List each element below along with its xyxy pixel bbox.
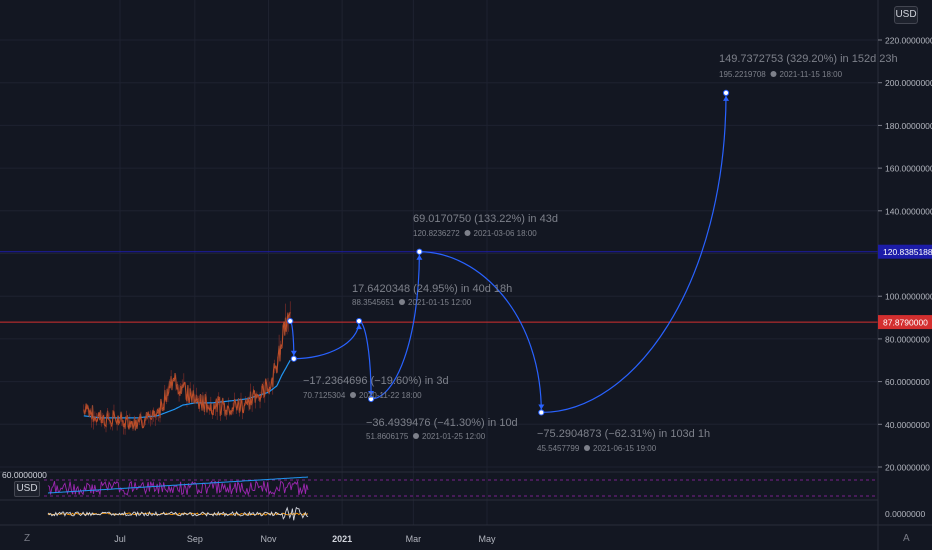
annotation-price: 88.3545651 <box>352 298 395 307</box>
annotation-time: 2020-11-22 18:00 <box>359 391 422 400</box>
indicator-currency-label: USD <box>14 481 40 497</box>
projection-point <box>538 409 545 416</box>
annotation-change: 149.7372753 (329.20%) in 152d 23h <box>719 53 898 65</box>
projection-arrow <box>416 254 423 260</box>
annotation-time: 2021-01-25 12:00 <box>422 432 486 441</box>
indicator-zero-label: 0.0000000 <box>885 509 925 519</box>
annotation-time: 2021-03-06 18:00 <box>474 229 538 238</box>
rsi-line <box>47 480 309 497</box>
clock-icon <box>350 392 356 398</box>
clock-icon <box>399 299 405 305</box>
time-grid <box>119 0 488 525</box>
annotation-change: 69.0170750 (133.22%) in 43d <box>413 213 558 225</box>
auto-scale-toggle[interactable]: A <box>903 533 910 544</box>
projection-arrow <box>368 390 375 396</box>
price-tick-label: 200.0000000 <box>885 78 932 88</box>
price-tick-label: 100.0000000 <box>885 292 932 302</box>
projection-arrow <box>356 324 363 330</box>
price-levels <box>0 251 878 323</box>
time-tick-label: 2021 <box>332 534 352 544</box>
annotation-change: 17.6420348 (24.95%) in 40d 18h <box>352 283 512 295</box>
annotation-time: 2021-01-15 12:00 <box>408 298 472 307</box>
price-tag-label: 87.8790000 <box>883 318 928 328</box>
projection-curve <box>289 92 727 414</box>
price-series <box>83 301 291 435</box>
projection-point <box>290 355 297 362</box>
annotation-change: −75.2904873 (−62.31%) in 103d 1h <box>537 428 710 440</box>
time-tick-label: Sep <box>187 534 203 544</box>
annotation-price: 120.8236272 <box>413 229 460 238</box>
projection-point <box>355 317 363 325</box>
price-tag <box>878 244 932 259</box>
currency-button[interactable]: USD <box>894 6 918 24</box>
annotation-price: 70.7125304 <box>303 391 346 400</box>
projection-point <box>368 395 375 403</box>
price-tick-label: 160.0000000 <box>885 164 932 174</box>
annotation-time: 2021-11-15 18:00 <box>780 70 843 79</box>
time-tick-label: May <box>478 534 496 544</box>
annotation-price: 45.5457799 <box>537 444 580 453</box>
indicator-scale-label: 60.0000000 <box>2 470 47 480</box>
projection-point <box>416 248 423 255</box>
clock-icon <box>770 71 777 77</box>
clock-icon <box>464 230 471 236</box>
time-tick-label: Mar <box>406 534 422 544</box>
price-tick-label: 20.0000000 <box>885 463 930 473</box>
rsi-ma-line <box>47 476 309 494</box>
zoom-toggle[interactable]: Z <box>24 533 31 544</box>
projection-arrow <box>290 350 297 356</box>
price-tick-label: 80.0000000 <box>885 334 930 344</box>
projection-arrow <box>538 404 545 410</box>
price-tick-label: 140.0000000 <box>885 206 932 216</box>
annotation-change: −17.2364696 (−19.60%) in 3d <box>303 375 449 387</box>
macd-line <box>47 506 309 521</box>
price-tag <box>878 315 932 330</box>
projection-point <box>287 317 294 325</box>
indicator-panes: 60.0000000 0.0000000 <box>0 470 932 526</box>
projection-arrow <box>723 95 730 101</box>
moving-average-line <box>83 359 291 419</box>
price-grid <box>0 39 878 468</box>
time-tick-label: Jul <box>114 534 126 544</box>
price-axis[interactable]: 220.0000000 200.0000000 180.0000000 160.000… <box>877 0 932 550</box>
price-tag-label: 120.8385188 <box>883 247 932 257</box>
annotation-price: 51.8606175 <box>366 432 409 441</box>
clock-icon <box>584 445 590 451</box>
projection-annotations: −17.2364696 (−19.60%) in 3d 70.7125304 202… <box>303 53 898 453</box>
annotation-price: 195.2219708 <box>719 70 766 79</box>
clock-icon <box>413 433 419 439</box>
price-tick-label: 220.0000000 <box>885 36 932 46</box>
projection-path[interactable] <box>287 89 730 416</box>
projection-point <box>722 89 730 97</box>
annotation-time: 2021-06-15 19:00 <box>593 444 657 453</box>
price-tick-label: 180.0000000 <box>885 121 932 131</box>
price-tick-label: 60.0000000 <box>885 377 930 387</box>
price-shadow <box>83 312 291 431</box>
annotation-change: −36.4939476 (−41.30%) in 10d <box>366 417 518 429</box>
time-tick-label: Nov <box>260 534 277 544</box>
price-line <box>83 311 291 431</box>
time-axis[interactable]: Jul Sep Nov 2021 Mar May <box>114 534 496 544</box>
price-tick-label: 40.0000000 <box>885 420 930 430</box>
